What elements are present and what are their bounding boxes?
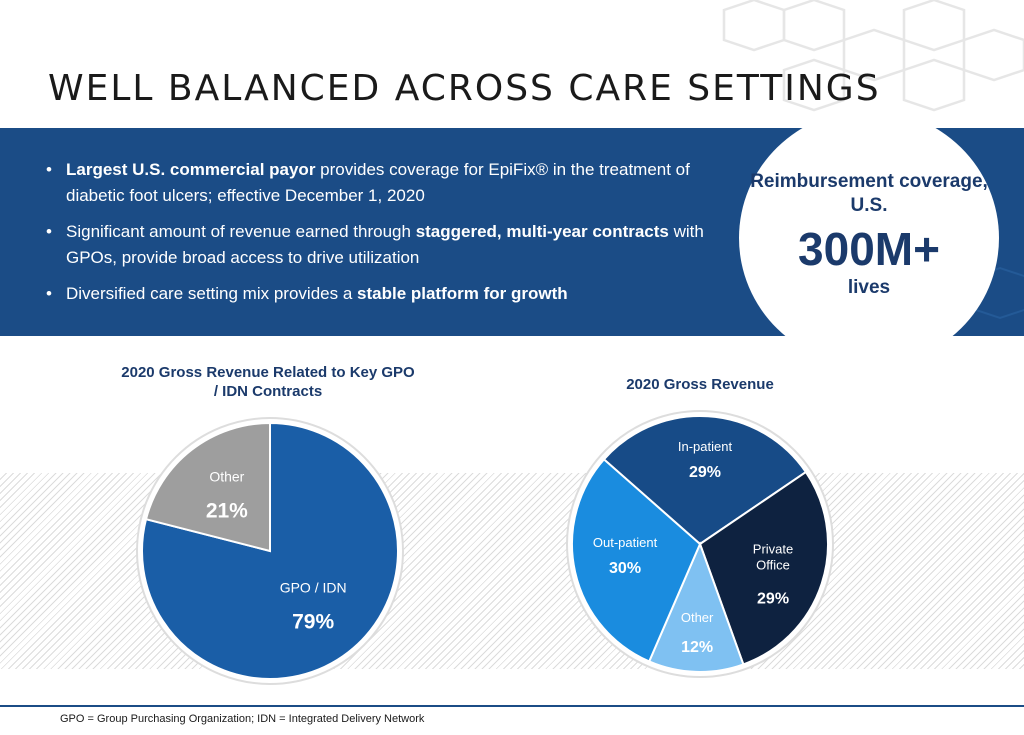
footnote: GPO = Group Purchasing Organization; IDN… [60,713,425,725]
pie-chart-gpo: GPO / IDN 79% Other 21% [136,417,404,685]
pie-slice-other [144,421,271,553]
pie-slice-out-patient [571,457,702,663]
callout-circle [739,128,999,366]
pie-slice-other [647,541,745,673]
pie-slice-in-patient [602,415,808,546]
page-title: WELL BALANCED ACROSS CARE SETTINGS [48,68,881,110]
pie-value-gpo-idn: 79% [292,611,334,634]
pie-value-other: 12% [681,639,713,656]
pie-label-private-office: Office [756,558,790,573]
chart-title-revenue: 2020 Gross Revenue [626,376,774,393]
hexagon-pattern-decoration [722,0,1024,112]
pie-label-private-office: Private [753,542,793,557]
pie-label-out-patient: Out-patient [593,535,658,550]
pie-label-other: Other [209,468,244,484]
callout-text: Reimbursement coverage, U.S. 300M+ lives [734,170,1004,298]
bullet-item: Significant amount of revenue earned thr… [46,219,736,271]
pie-value-private-office: 29% [757,591,789,608]
footer-divider [0,705,1024,707]
pie-value-in-patient: 29% [689,464,721,481]
pie-label-in-patient: In-patient [678,439,733,454]
chart-title-gpo: 2020 Gross Revenue Related to Key GPO / … [121,364,415,400]
pie-value-other: 21% [206,499,248,522]
bullet-item: Diversified care setting mix provides a … [46,281,736,307]
callout-unit: lives [847,277,891,298]
bullet-item: Largest U.S. commercial payor provides c… [46,157,736,209]
callout-value: 300M+ [798,223,940,275]
pie-label-other: Other [681,610,714,625]
callout-label: Reimbursement coverage, U.S. [750,171,988,216]
pie-value-out-patient: 30% [609,560,641,577]
pie-slice-private-office [698,470,829,666]
pie-label-gpo-idn: GPO / IDN [280,580,347,596]
bullet-list: Largest U.S. commercial payor provides c… [46,157,736,317]
